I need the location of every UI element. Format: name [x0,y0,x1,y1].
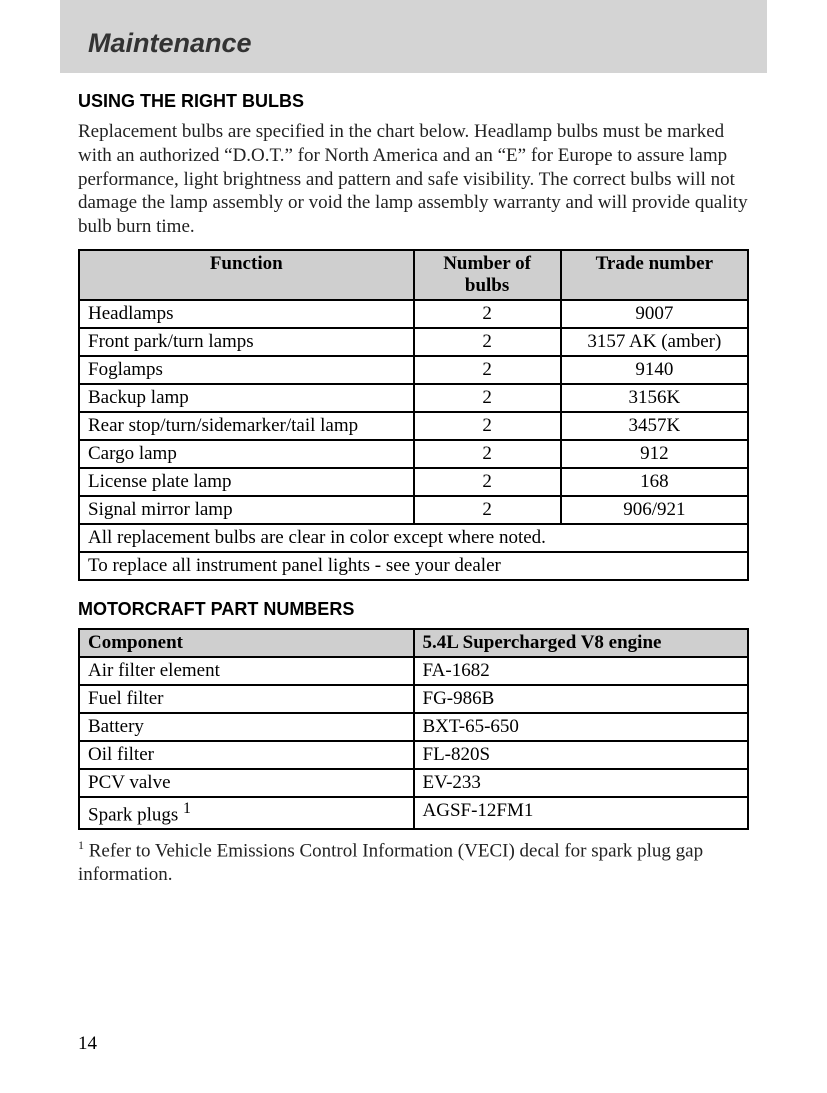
cell-trade: 3157 AK (amber) [561,328,748,356]
parts-table: Component 5.4L Supercharged V8 engine Ai… [78,628,749,830]
table-row: Signal mirror lamp2906/921 [79,496,748,524]
cell-trade: 3457K [561,412,748,440]
header-title: Maintenance [88,28,749,59]
cell-number: 2 [414,496,561,524]
cell-function: Rear stop/turn/sidemarker/tail lamp [79,412,414,440]
cell-trade: 906/921 [561,496,748,524]
cell-value: AGSF-12FM1 [414,797,749,829]
footnote: 1 Refer to Vehicle Emissions Control Inf… [78,838,749,887]
table-header-row: Function Number of bulbs Trade number [79,250,748,300]
cell-function: License plate lamp [79,468,414,496]
footnote-marker: 1 [183,800,191,817]
cell-function: Cargo lamp [79,440,414,468]
cell-trade: 3156K [561,384,748,412]
cell-value: BXT-65-650 [414,713,749,741]
cell-function: Signal mirror lamp [79,496,414,524]
cell-component: Battery [79,713,414,741]
table-row: Backup lamp23156K [79,384,748,412]
table-row: Air filter elementFA-1682 [79,657,748,685]
header-banner: Maintenance [60,0,767,73]
table-row: BatteryBXT-65-650 [79,713,748,741]
table-row: License plate lamp2168 [79,468,748,496]
table-row: Foglamps29140 [79,356,748,384]
section-heading-bulbs: USING THE RIGHT BULBS [78,91,749,112]
cell-number: 2 [414,468,561,496]
table-row: Headlamps29007 [79,300,748,328]
table-row: PCV valveEV-233 [79,769,748,797]
col-header-engine: 5.4L Supercharged V8 engine [414,629,749,657]
bulbs-table: Function Number of bulbs Trade number He… [78,249,749,581]
cell-value: FG-986B [414,685,749,713]
cell-trade: 9140 [561,356,748,384]
table-header-row: Component 5.4L Supercharged V8 engine [79,629,748,657]
table-row: Oil filterFL-820S [79,741,748,769]
section-heading-parts: MOTORCRAFT PART NUMBERS [78,599,749,620]
cell-function: Backup lamp [79,384,414,412]
cell-number: 2 [414,356,561,384]
table-row: Cargo lamp2912 [79,440,748,468]
footnote-text: Refer to Vehicle Emissions Control Infor… [78,840,703,885]
cell-number: 2 [414,300,561,328]
page: Maintenance USING THE RIGHT BULBS Replac… [0,0,827,1093]
col-header-function: Function [79,250,414,300]
table-row: Rear stop/turn/sidemarker/tail lamp23457… [79,412,748,440]
col-header-trade: Trade number [561,250,748,300]
col-header-number: Number of bulbs [414,250,561,300]
cell-component: PCV valve [79,769,414,797]
cell-number: 2 [414,440,561,468]
cell-component: Fuel filter [79,685,414,713]
table-note-row: To replace all instrument panel lights -… [79,552,748,580]
cell-component: Spark plugs 1 [79,797,414,829]
cell-trade: 912 [561,440,748,468]
cell-trade: 168 [561,468,748,496]
cell-function: Headlamps [79,300,414,328]
cell-number: 2 [414,328,561,356]
cell-value: FA-1682 [414,657,749,685]
cell-function: Foglamps [79,356,414,384]
table-note-row: All replacement bulbs are clear in color… [79,524,748,552]
table-row: Fuel filterFG-986B [79,685,748,713]
note-cell: To replace all instrument panel lights -… [79,552,748,580]
cell-number: 2 [414,384,561,412]
note-cell: All replacement bulbs are clear in color… [79,524,748,552]
cell-component: Oil filter [79,741,414,769]
table-row: Spark plugs 1AGSF-12FM1 [79,797,748,829]
intro-paragraph: Replacement bulbs are specified in the c… [78,120,749,239]
cell-component: Air filter element [79,657,414,685]
cell-value: FL-820S [414,741,749,769]
cell-value: EV-233 [414,769,749,797]
cell-number: 2 [414,412,561,440]
cell-function: Front park/turn lamps [79,328,414,356]
page-number: 14 [78,1033,97,1055]
col-header-component: Component [79,629,414,657]
table-row: Front park/turn lamps23157 AK (amber) [79,328,748,356]
cell-trade: 9007 [561,300,748,328]
